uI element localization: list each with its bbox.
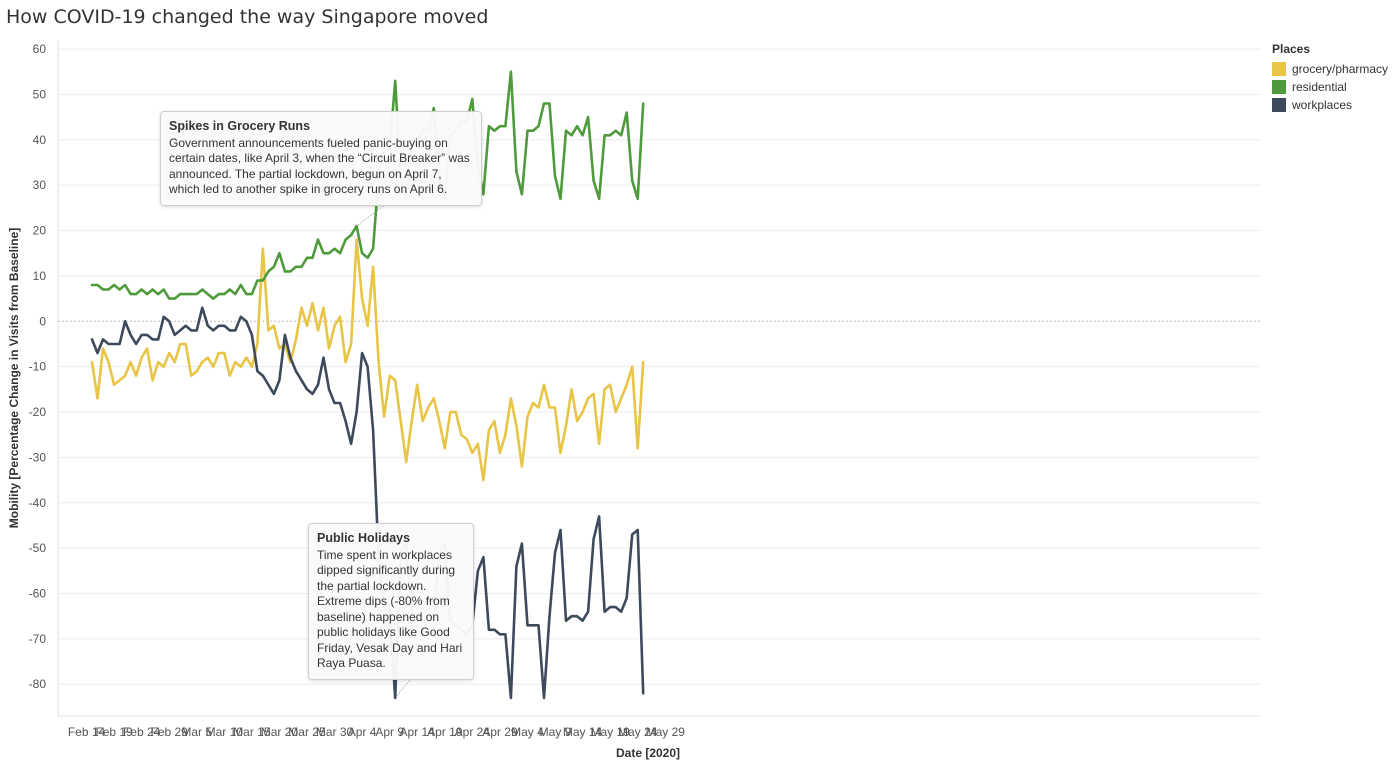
y-tick-label: 50 bbox=[33, 87, 47, 101]
annotation-public-holidays: Public Holidays Time spent in workplaces… bbox=[308, 523, 474, 680]
legend-item-residential[interactable]: residential bbox=[1272, 78, 1388, 96]
chart-title: How COVID-19 changed the way Singapore m… bbox=[6, 6, 489, 28]
y-tick-label: -20 bbox=[29, 405, 47, 419]
legend-label-grocery: grocery/pharmacy bbox=[1292, 62, 1389, 76]
x-tick-label: Apr 19 bbox=[427, 725, 463, 739]
x-tick-label: Apr 9 bbox=[375, 725, 404, 739]
legend-swatch-grocery bbox=[1272, 62, 1286, 76]
x-tick-label: Feb 14 bbox=[68, 725, 106, 739]
annotation-holidays-title: Public Holidays bbox=[317, 531, 411, 545]
annotation-grocery-spikes: Spikes in Grocery Runs Government announ… bbox=[160, 111, 482, 206]
legend-label-workplaces: workplaces bbox=[1292, 98, 1353, 112]
y-tick-label: -70 bbox=[29, 632, 47, 646]
series-line-residential[interactable] bbox=[90, 70, 645, 300]
legend-item-grocery[interactable]: grocery/pharmacy bbox=[1272, 60, 1388, 78]
x-tick-label: May 24 bbox=[618, 725, 658, 739]
x-tick-label: May 9 bbox=[539, 725, 572, 739]
legend-swatch-workplaces bbox=[1272, 98, 1286, 112]
legend-label-residential: residential bbox=[1292, 80, 1347, 94]
x-axis-title: Date [2020] bbox=[616, 746, 680, 760]
y-axis-title: Mobility [Percentage Change in Visits fr… bbox=[7, 228, 21, 529]
y-tick-label: 0 bbox=[39, 314, 46, 328]
y-tick-label: -50 bbox=[29, 541, 47, 555]
y-tick-label: 10 bbox=[33, 269, 47, 283]
x-tick-label: Mar 20 bbox=[261, 725, 299, 739]
grid-lines bbox=[58, 48, 1260, 685]
x-tick-label: Apr 14 bbox=[400, 725, 436, 739]
y-tick-label: 40 bbox=[33, 133, 47, 147]
x-tick-label: Apr 24 bbox=[455, 725, 491, 739]
x-tick-label: Mar 30 bbox=[316, 725, 354, 739]
x-tick-label: Mar 10 bbox=[206, 725, 244, 739]
x-tick-label: May 4 bbox=[511, 725, 544, 739]
x-tick-label: Feb 19 bbox=[95, 725, 133, 739]
y-tick-label: 60 bbox=[33, 42, 47, 56]
x-tick-label: Feb 29 bbox=[151, 725, 189, 739]
annotation-grocery-text: Government announcements fueled panic-bu… bbox=[169, 135, 470, 197]
x-tick-label: Mar 5 bbox=[181, 725, 212, 739]
legend-title: Places bbox=[1272, 42, 1311, 56]
y-tick-label: -30 bbox=[29, 450, 47, 464]
x-tick-label: May 14 bbox=[563, 725, 603, 739]
legend: Places grocery/pharmacy residential work… bbox=[1272, 42, 1388, 114]
series-lines bbox=[90, 70, 645, 700]
annotation-holidays-text: Time spent in workplaces dipped signific… bbox=[317, 547, 463, 671]
series-line-grocery-pharmacy[interactable] bbox=[90, 238, 645, 482]
y-tick-label: -10 bbox=[29, 360, 47, 374]
y-tick-label: 30 bbox=[33, 178, 47, 192]
y-tick-label: -60 bbox=[29, 587, 47, 601]
x-tick-label: Mar 15 bbox=[233, 725, 271, 739]
x-tick-label: May 29 bbox=[646, 725, 686, 739]
x-tick-label: Apr 29 bbox=[482, 725, 518, 739]
y-axis: 60 50 40 30 20 10 0 -10 -20 -30 -40 -50 -60 -70 -80 bbox=[29, 40, 59, 716]
y-tick-label: -40 bbox=[29, 496, 47, 510]
legend-swatch-residential bbox=[1272, 80, 1286, 94]
x-tick-label: Mar 25 bbox=[288, 725, 326, 739]
y-tick-label: 20 bbox=[33, 224, 47, 238]
series-line-workplaces[interactable] bbox=[90, 306, 645, 700]
legend-item-workplaces[interactable]: workplaces bbox=[1272, 96, 1388, 114]
x-tick-label: Apr 4 bbox=[348, 725, 377, 739]
x-tick-label: Feb 24 bbox=[123, 725, 161, 739]
y-tick-label: -80 bbox=[29, 677, 47, 691]
x-tick-label: May 19 bbox=[590, 725, 630, 739]
annotation-grocery-title: Spikes in Grocery Runs bbox=[169, 119, 311, 133]
line-chart: 60 50 40 30 20 10 0 -10 -20 -30 -40 -50 -60 -70 -80 Fe… bbox=[7, 40, 1260, 760]
